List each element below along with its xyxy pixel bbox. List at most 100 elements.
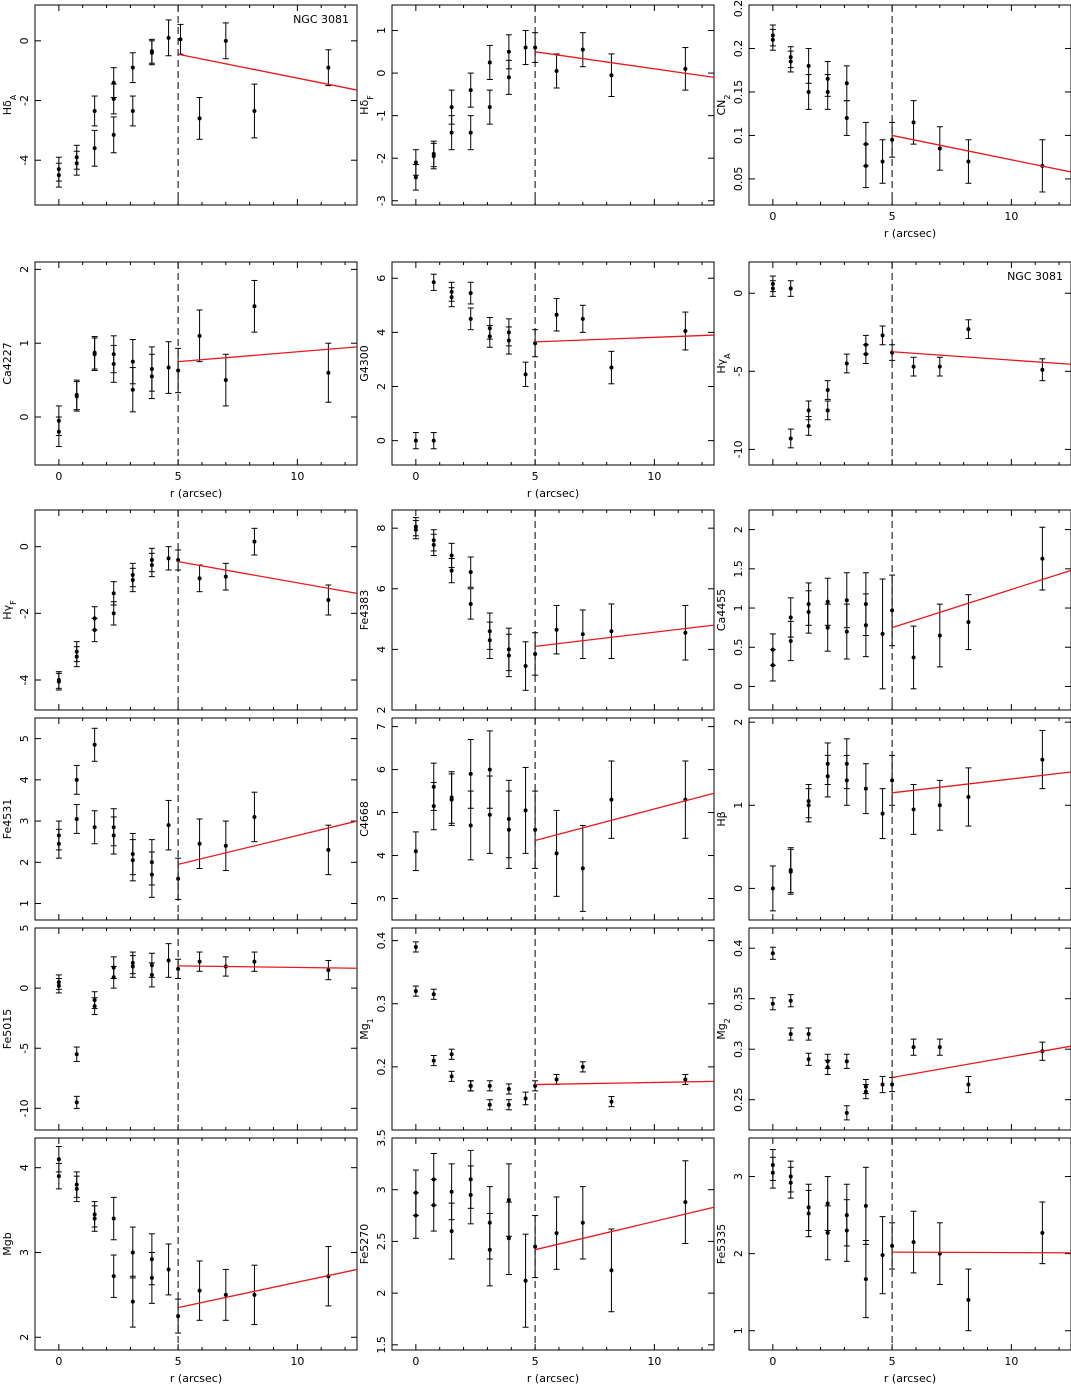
y-tick-label: 5 [18,735,31,742]
plot-frame [391,1137,715,1351]
chart-panel-18: 0 5 10 1 2 3 Fe5335 r (arcsec) [715,1137,1071,1385]
data-point [937,364,942,369]
data-point [130,108,135,113]
data-point [92,108,97,113]
data-point [580,1220,585,1225]
y-axis-label: Mg1 [358,1018,375,1040]
fit-line [892,771,1071,794]
data-point [449,795,454,800]
data-point [449,289,454,294]
x-tick-label: 10 [1004,210,1018,223]
data-point [523,1278,528,1283]
data-point [449,1074,454,1079]
data-point [863,1089,868,1094]
panel-annotation: NGC 3081 [1007,270,1063,283]
data-point [911,1045,916,1050]
data-point [223,843,228,848]
data-point [111,1274,116,1279]
data-point [197,116,202,121]
y-axis-label: C4668 [358,801,371,837]
data-point [449,568,454,573]
data-point [56,678,61,682]
x-axis-label: r (arcsec) [527,1372,579,1385]
data-point [844,1059,849,1064]
data-point [111,1216,116,1221]
data-point [130,573,135,577]
data-point [683,630,688,635]
data-point [74,1100,79,1105]
y-tick-label: 4 [18,776,31,783]
data-point [806,609,811,614]
x-axis-label: r (arcsec) [527,487,579,500]
data-point [554,1231,559,1236]
data-point [806,89,811,94]
data-point [413,160,418,165]
y-tick-label: 2 [18,1334,31,1341]
data-point [176,966,181,971]
data-point [863,163,868,168]
data-point [252,1292,257,1297]
y-tick-label: 1.5 [732,560,745,578]
chart-panel-3: 0 5 10 0.05 0.1 0.15 0.2 0.25 CN2 r (arcsec) [715,0,1071,240]
data-point [966,1297,971,1302]
data-point [506,647,511,652]
data-point [880,159,885,164]
data-point [533,1244,538,1249]
y-tick-label: 3 [375,895,388,902]
data-point [74,1052,79,1057]
y-axis-label: Fe5015 [1,1009,14,1050]
data-point [111,975,116,980]
plot-frame [748,1137,1071,1351]
data-point [326,968,331,973]
y-tick-label: 3 [18,1249,31,1256]
data-point [890,137,895,142]
x-tick-label: 10 [647,1355,661,1368]
data-point [326,847,331,852]
data-point [431,542,436,547]
data-point [911,807,916,812]
data-point [111,80,116,85]
data-point [413,527,418,532]
x-tick-label: 5 [175,1355,182,1368]
data-point [554,312,559,317]
plot-frame [34,509,358,711]
fit-line [535,624,715,648]
data-point [806,799,811,804]
data-point [580,316,585,321]
data-point [966,794,971,799]
data-point [413,438,418,443]
data-point [176,368,181,373]
plot-frame [748,509,1071,711]
y-tick-label: -4 [18,155,31,166]
data-point [533,45,538,50]
data-point [788,868,793,873]
data-point [223,378,228,383]
data-point [176,558,181,562]
x-axis-label: r (arcsec) [884,1372,936,1385]
data-point [966,1082,971,1087]
data-point [770,886,775,891]
data-point [506,1236,511,1241]
data-point [806,63,811,68]
y-axis-label: G4300 [358,345,371,382]
data-point [937,146,942,151]
y-tick-label: 2 [375,1290,388,1297]
y-tick-label: 4 [375,646,388,653]
x-tick-label: 5 [532,470,539,483]
data-point [880,631,885,636]
y-tick-label: 1 [732,605,745,612]
data-point [176,1314,181,1319]
data-point [487,60,492,65]
data-point [92,742,97,747]
chart-panel-11: 3 4 5 6 7 C4668 [358,717,715,921]
y-tick-label: 0.3 [732,1040,745,1058]
data-point [166,365,171,370]
data-point [468,771,473,776]
data-point [111,591,116,596]
fit-line [891,569,1071,629]
x-tick-label: 0 [769,1355,776,1368]
chart-panel-10: 1 2 3 4 5 Fe4531 [1,717,358,921]
data-point [863,623,868,628]
data-point [788,615,793,620]
data-point [609,73,614,78]
